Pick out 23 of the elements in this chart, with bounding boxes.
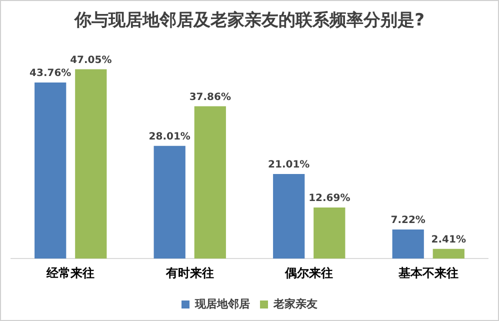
bar [194, 106, 226, 259]
x-tick-label: 有时来往 [164, 266, 214, 280]
legend-label: 现居地邻居 [194, 297, 250, 310]
data-label: 7.22% [390, 215, 426, 226]
data-label: 28.01% [148, 131, 190, 142]
bar [154, 146, 186, 259]
data-label: 21.01% [268, 160, 310, 171]
bar [314, 208, 346, 259]
data-label: 2.41% [431, 234, 466, 246]
bar [75, 69, 107, 259]
bar [34, 82, 66, 259]
bar [273, 174, 305, 259]
x-tick-label: 基本不来往 [397, 266, 458, 280]
legend-label: 老家亲友 [272, 297, 318, 310]
bar [432, 248, 464, 259]
chart-title: 你与现居地邻居及老家亲友的联系频率分别是? [74, 10, 424, 31]
bar [392, 230, 424, 259]
data-label: 37.86% [189, 92, 231, 103]
x-tick-label: 偶尔来往 [284, 266, 334, 280]
data-label: 43.76% [30, 68, 72, 80]
data-label: 47.05% [70, 54, 112, 66]
x-tick-label: 经常来往 [46, 266, 95, 280]
data-label: 12.69% [308, 193, 350, 204]
